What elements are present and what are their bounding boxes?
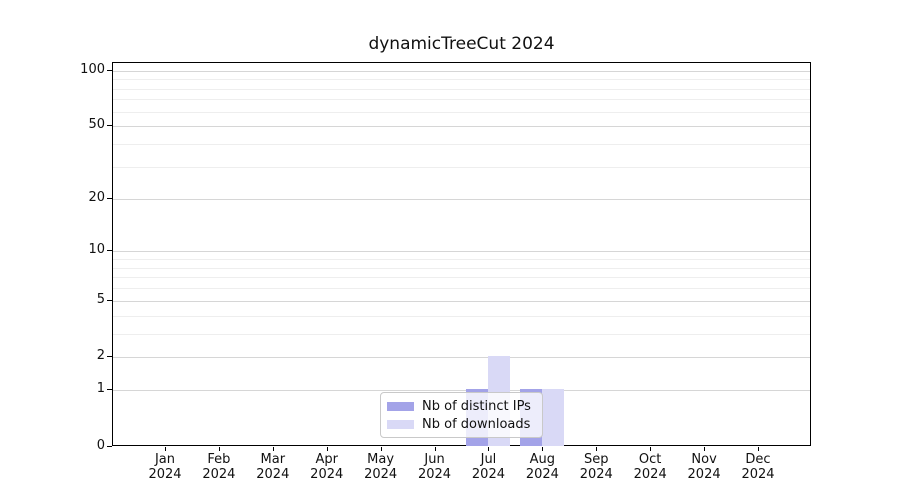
x-tick-mark bbox=[542, 447, 544, 451]
x-tick-year: 2024 bbox=[310, 467, 344, 482]
x-tick-month: Oct bbox=[638, 452, 662, 467]
x-tick-mark bbox=[596, 447, 598, 451]
x-tick-year: 2024 bbox=[741, 467, 775, 482]
gridline-minor bbox=[113, 333, 810, 335]
y-tick-label: 10 bbox=[88, 242, 105, 258]
x-tick-year: 2024 bbox=[148, 467, 182, 482]
gridline-major bbox=[113, 300, 810, 302]
x-tick-month: Sep bbox=[584, 452, 609, 467]
gridline-minor bbox=[113, 144, 810, 146]
y-tick-mark bbox=[107, 69, 112, 71]
y-tick-mark bbox=[107, 125, 112, 127]
x-tick-mark bbox=[272, 447, 274, 451]
x-tick-mark bbox=[758, 447, 759, 451]
y-tick-mark bbox=[107, 299, 112, 301]
x-tick-month: Jul bbox=[480, 452, 497, 467]
gridline-minor bbox=[113, 99, 810, 101]
legend-label-distinct-ips: Nb of distinct IPs bbox=[422, 398, 531, 414]
gridline-minor bbox=[113, 259, 810, 261]
x-tick-mark bbox=[434, 447, 436, 451]
legend-item-downloads: Nb of downloads bbox=[387, 417, 534, 432]
gridline-minor bbox=[113, 315, 810, 317]
x-tick-month: Mar bbox=[260, 452, 286, 467]
x-tick-mark bbox=[380, 447, 382, 451]
x-tick-month: Apr bbox=[315, 452, 338, 467]
x-tick-month: Aug bbox=[529, 452, 556, 467]
x-tick-year: 2024 bbox=[364, 467, 398, 482]
gridline-major bbox=[113, 70, 810, 72]
gridline-major bbox=[113, 198, 810, 200]
x-tick-year: 2024 bbox=[202, 467, 236, 482]
x-tick-label: Nov 2024 bbox=[672, 452, 736, 482]
x-tick-mark bbox=[165, 447, 166, 451]
x-tick-label: Sep 2024 bbox=[564, 452, 628, 482]
bar-downloads-aug bbox=[542, 389, 565, 446]
plot-area bbox=[112, 62, 811, 446]
x-tick-label: Dec 2024 bbox=[726, 452, 790, 482]
y-tick-mark bbox=[107, 250, 112, 252]
x-tick-month: Feb bbox=[207, 452, 231, 467]
x-tick-year: 2024 bbox=[687, 467, 721, 482]
x-tick-year: 2024 bbox=[525, 467, 559, 482]
gridline-minor bbox=[113, 167, 810, 168]
x-tick-mark bbox=[218, 447, 220, 451]
x-tick-mark bbox=[704, 447, 706, 451]
y-tick-label: 5 bbox=[96, 291, 105, 307]
gridline-minor bbox=[113, 79, 810, 81]
y-tick-label: 50 bbox=[88, 117, 105, 133]
gridline-minor bbox=[113, 267, 810, 269]
gridline-major bbox=[113, 251, 810, 253]
y-tick-mark bbox=[107, 356, 112, 358]
x-tick-mark bbox=[326, 447, 328, 451]
x-tick-label: May 2024 bbox=[349, 452, 413, 482]
legend-swatch-distinct-ips bbox=[387, 401, 414, 411]
legend: Nb of distinct IPs Nb of downloads bbox=[380, 392, 543, 438]
gridline-major bbox=[113, 126, 810, 128]
x-tick-label: Aug 2024 bbox=[510, 452, 574, 482]
y-tick-mark bbox=[107, 389, 112, 391]
y-tick-label: 20 bbox=[88, 189, 105, 205]
gridline-minor bbox=[113, 277, 810, 279]
x-tick-label: Mar 2024 bbox=[241, 452, 305, 482]
x-tick-mark bbox=[488, 447, 490, 451]
y-tick-label: 2 bbox=[96, 348, 105, 364]
legend-label-downloads: Nb of downloads bbox=[422, 416, 531, 432]
x-tick-label: Apr 2024 bbox=[295, 452, 359, 482]
x-tick-year: 2024 bbox=[633, 467, 667, 482]
y-tick-label: 1 bbox=[96, 381, 105, 397]
gridline-major bbox=[113, 357, 810, 359]
legend-swatch-downloads bbox=[387, 419, 414, 429]
y-tick-mark bbox=[107, 446, 112, 447]
x-tick-mark bbox=[650, 447, 652, 451]
x-tick-month: May bbox=[367, 452, 395, 467]
gridline-minor bbox=[113, 88, 810, 90]
x-tick-month: Nov bbox=[691, 452, 717, 467]
x-tick-year: 2024 bbox=[471, 467, 505, 482]
x-tick-year: 2024 bbox=[417, 467, 452, 482]
x-tick-label: Jul 2024 bbox=[456, 452, 520, 482]
x-tick-month: Dec bbox=[745, 452, 771, 467]
y-tick-mark bbox=[107, 197, 112, 199]
x-tick-label: Jun 2024 bbox=[403, 452, 467, 482]
x-tick-year: 2024 bbox=[256, 467, 290, 482]
chart-title: dynamicTreeCut 2024 bbox=[368, 34, 555, 54]
x-tick-month: Jan bbox=[154, 452, 176, 467]
legend-item-distinct-ips: Nb of distinct IPs bbox=[387, 399, 534, 414]
y-tick-label: 0 bbox=[96, 438, 105, 453]
x-tick-label: Feb 2024 bbox=[187, 452, 251, 482]
x-tick-month: Jun bbox=[424, 452, 445, 467]
y-tick-label: 100 bbox=[80, 61, 105, 77]
x-tick-label: Jan 2024 bbox=[133, 452, 197, 482]
gridline-major bbox=[113, 390, 810, 392]
gridline-minor bbox=[113, 111, 810, 113]
x-tick-label: Oct 2024 bbox=[618, 452, 682, 482]
gridline-minor bbox=[113, 288, 810, 290]
x-tick-year: 2024 bbox=[579, 467, 613, 482]
